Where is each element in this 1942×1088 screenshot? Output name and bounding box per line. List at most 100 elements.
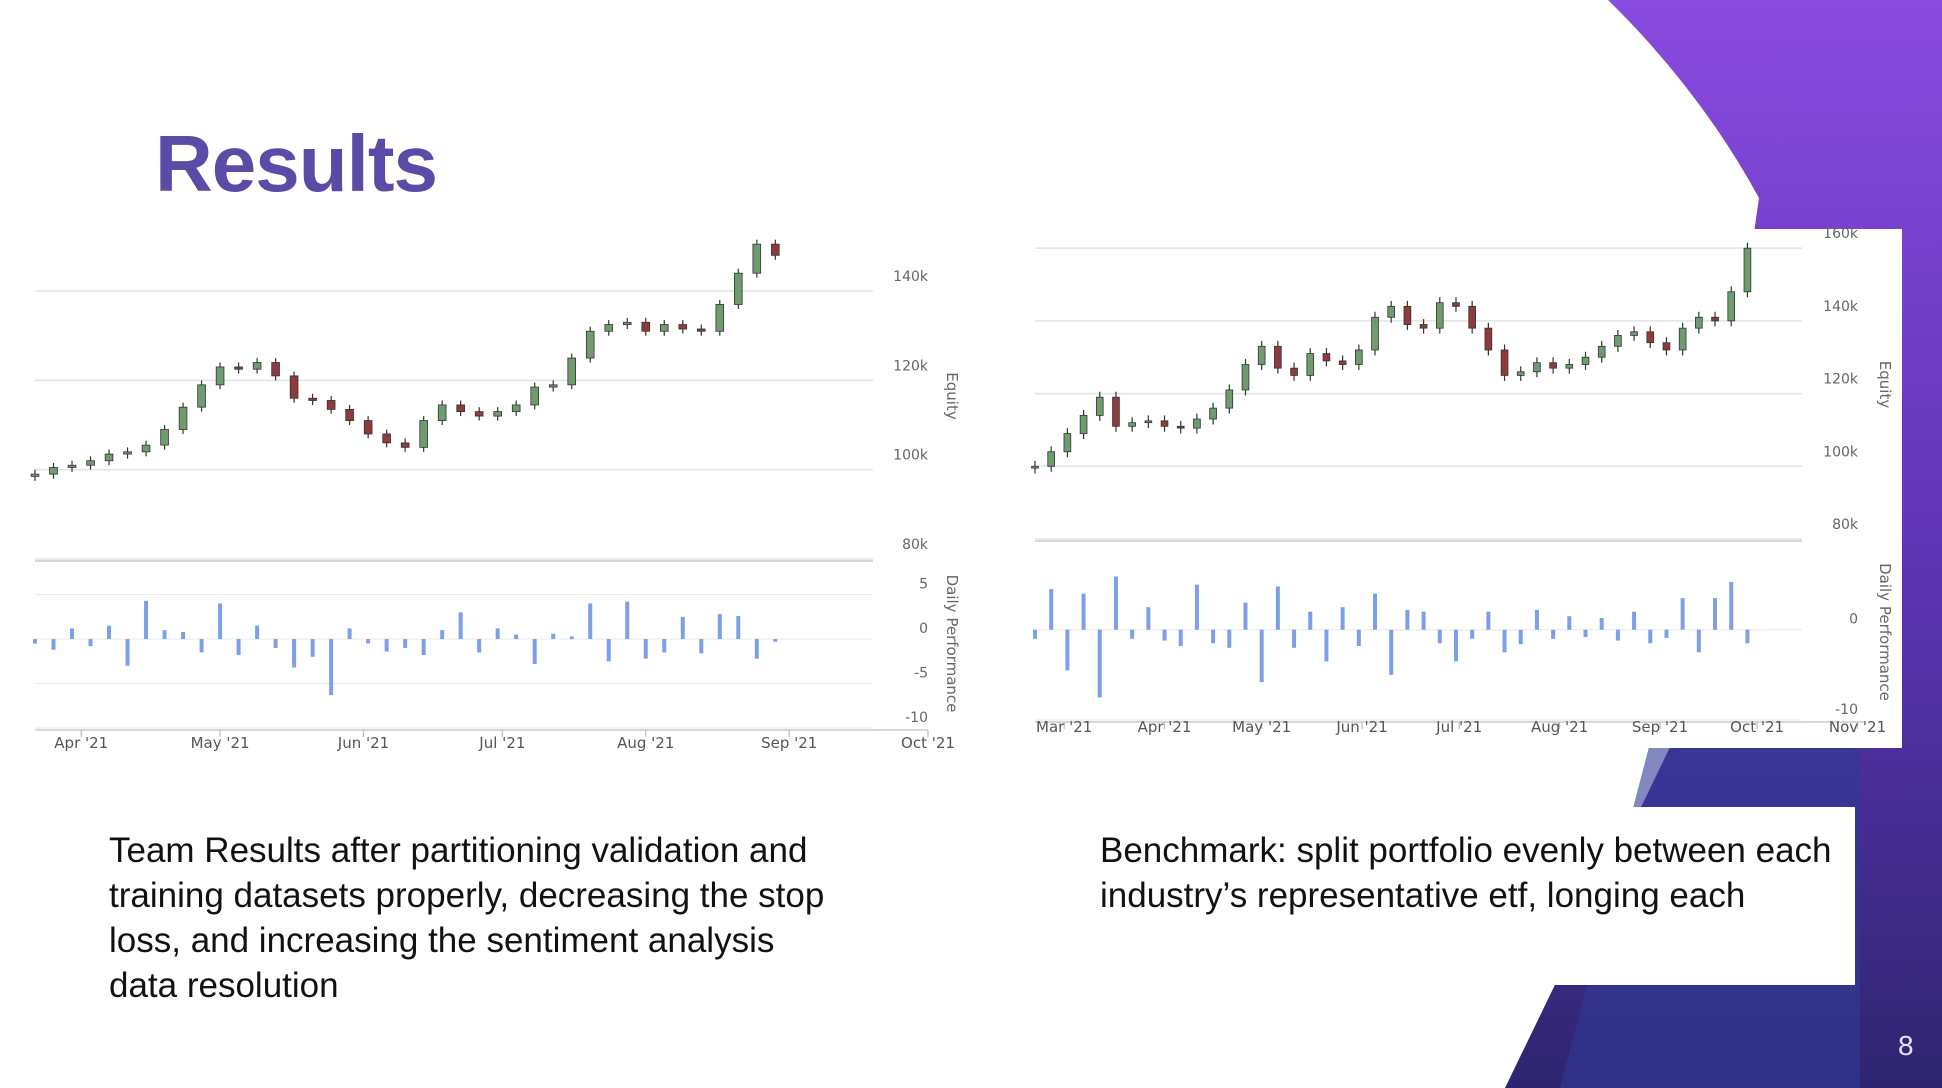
candle-body <box>1387 305 1396 318</box>
y-tick-label: -10 <box>905 710 928 726</box>
candle-body <box>1403 305 1412 325</box>
slide-title: Results <box>155 119 438 208</box>
candle-body <box>1614 335 1622 347</box>
bar <box>514 634 519 640</box>
bar <box>606 639 611 662</box>
y-tick-label: 0 <box>1849 612 1858 628</box>
candle-body <box>771 243 780 256</box>
bar <box>1502 629 1507 653</box>
x-tick-label: Jun '21 <box>1335 718 1387 736</box>
bar <box>181 631 186 640</box>
candle-body <box>326 400 336 410</box>
candle-body <box>382 433 391 444</box>
bar <box>699 639 704 654</box>
candle-body <box>1063 433 1072 453</box>
candle-body <box>1581 356 1590 365</box>
candle-body <box>1678 327 1687 351</box>
bar <box>1081 593 1086 630</box>
candle-body <box>67 464 77 468</box>
candle-body <box>123 451 132 455</box>
bar <box>1696 629 1701 653</box>
bar <box>1567 616 1572 630</box>
candle-body <box>1662 342 1671 351</box>
x-tick-label: Mar '21 <box>1036 718 1092 736</box>
caption: Team Results after partitioning validati… <box>109 831 825 1005</box>
bar <box>1648 629 1653 644</box>
bar <box>292 639 297 668</box>
candle-body <box>160 429 169 446</box>
candle-body <box>1176 425 1185 429</box>
bar <box>1583 629 1588 637</box>
candle-body <box>1435 302 1444 329</box>
candle-body <box>604 324 614 332</box>
bar <box>1437 629 1442 644</box>
bar <box>1340 607 1345 630</box>
candle-body <box>363 420 373 435</box>
candle-body <box>1468 305 1476 329</box>
bar <box>1178 629 1183 646</box>
y-axis-title: Equity <box>943 372 961 420</box>
candle-body <box>1047 451 1055 467</box>
bar <box>1162 629 1167 641</box>
bar <box>329 639 334 696</box>
bar <box>310 639 315 657</box>
bar <box>218 603 223 640</box>
bar <box>1664 629 1669 638</box>
y-tick-label: 80k <box>1832 517 1859 533</box>
bar <box>1518 629 1523 645</box>
candle-body <box>622 321 632 325</box>
bar <box>1599 618 1604 630</box>
bar <box>1130 629 1135 639</box>
candle-body <box>696 328 706 332</box>
candle-body <box>641 321 651 332</box>
bar <box>1632 611 1637 630</box>
y-tick-label: -10 <box>1835 702 1858 718</box>
candle-body <box>1727 291 1736 322</box>
bar <box>33 639 37 644</box>
bar <box>1065 629 1070 671</box>
candle-body <box>86 460 95 466</box>
y-tick-label: 100k <box>1823 444 1859 460</box>
candle-body <box>104 453 114 462</box>
candle-body <box>1743 247 1752 293</box>
candle-body <box>49 467 58 475</box>
bar <box>255 625 260 640</box>
y-axis-title: Daily Performance <box>943 575 961 713</box>
candle-body <box>1274 345 1282 369</box>
candle-body <box>1484 327 1493 351</box>
candle-body <box>530 386 539 406</box>
bar <box>754 639 759 659</box>
candle-body <box>1225 389 1234 409</box>
candle-body <box>1338 360 1347 365</box>
bar <box>1680 598 1685 630</box>
bar <box>1486 611 1491 630</box>
candle-body <box>437 404 447 421</box>
bar <box>551 633 556 640</box>
bar <box>1421 611 1426 630</box>
candle-body <box>1695 316 1703 329</box>
y-tick-label: 140k <box>1823 299 1859 315</box>
candle-body <box>659 324 669 332</box>
y-axis-title: Daily Performance <box>1876 563 1894 701</box>
candle-body <box>215 366 225 386</box>
candle-body <box>752 243 762 274</box>
bar <box>144 600 149 640</box>
bar <box>1308 611 1313 630</box>
candle-body <box>734 272 743 305</box>
candle-body <box>1112 396 1120 427</box>
candle-body <box>1031 465 1039 469</box>
candle-body <box>1095 396 1104 416</box>
x-tick-label: May '21 <box>1232 718 1291 736</box>
bar <box>1146 607 1151 630</box>
bar <box>662 639 667 653</box>
candle-body <box>1630 331 1638 336</box>
candle-body <box>1241 364 1250 391</box>
bar <box>532 639 537 664</box>
bar <box>1453 629 1458 662</box>
candle-body <box>1144 420 1153 424</box>
candle-body <box>271 362 280 377</box>
y-tick-label: 5 <box>919 577 928 593</box>
bar <box>440 630 445 640</box>
bar <box>199 639 204 653</box>
